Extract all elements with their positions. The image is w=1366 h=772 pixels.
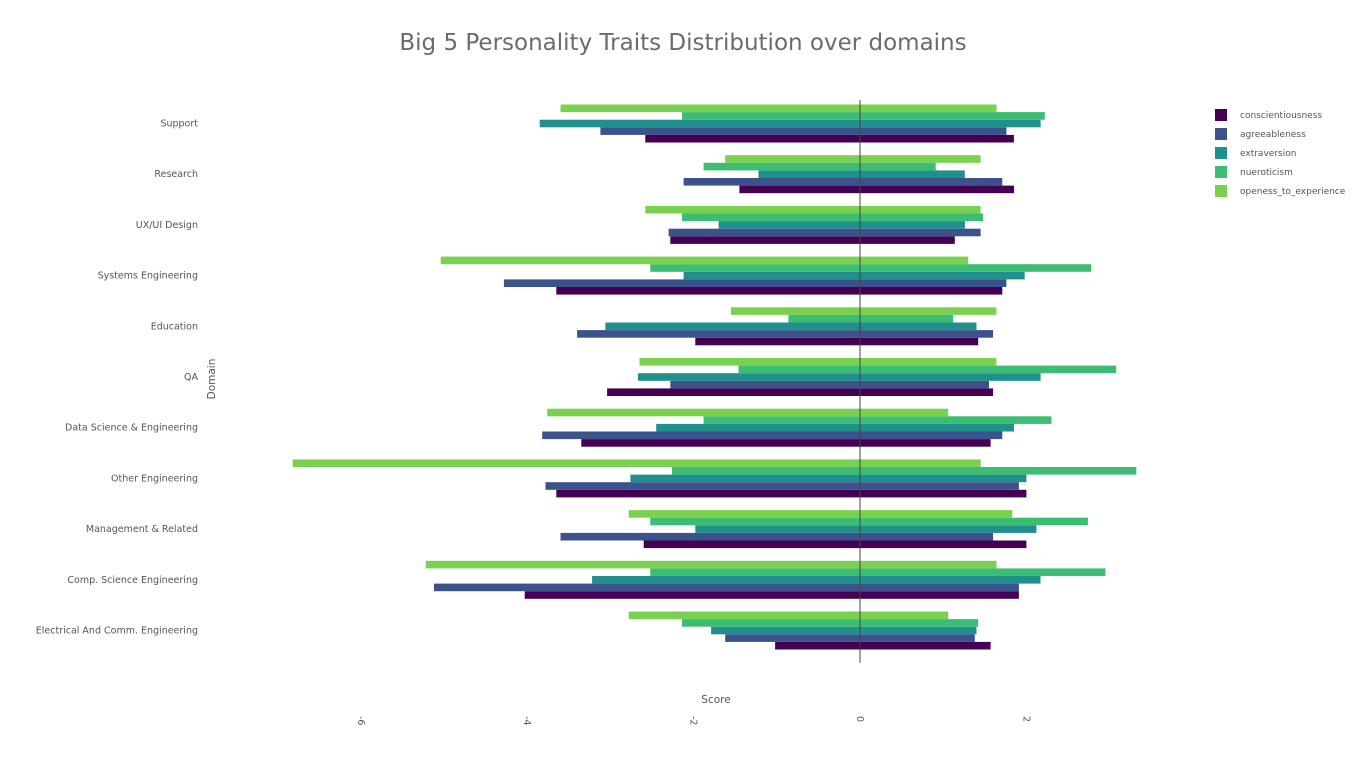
x-tick-label: 0 — [854, 716, 865, 722]
bar-nueroticism-9 — [650, 568, 1106, 576]
bar-conscientiousness-8 — [643, 540, 1027, 549]
bar-openess_to_experience-5 — [639, 358, 997, 366]
y-tick-label: Electrical And Comm. Engineering — [36, 626, 198, 637]
bar-nueroticism-7 — [672, 467, 1137, 475]
legend-label-nueroticism: nueroticism — [1240, 168, 1293, 178]
bar-extraversion-10 — [711, 626, 977, 635]
bar-conscientiousness-4 — [695, 337, 979, 346]
bar-nueroticism-5 — [738, 365, 1117, 374]
legend-swatch-nueroticism — [1215, 166, 1227, 178]
bar-conscientiousness-2 — [670, 236, 955, 244]
x-tick-label: 2 — [1020, 716, 1031, 722]
bar-conscientiousness-7 — [556, 489, 1027, 498]
chart-title: Big 5 Personality Traits Distribution ov… — [399, 30, 966, 56]
bar-extraversion-7 — [630, 474, 1027, 483]
bar-extraversion-6 — [656, 423, 1014, 432]
bar-agreeableness-10 — [725, 634, 975, 642]
y-tick-label: Support — [160, 119, 198, 130]
bar-conscientiousness-0 — [645, 134, 1014, 143]
y-tick-label: Systems Engineering — [98, 271, 198, 282]
x-tick-label: -4 — [521, 716, 532, 725]
bar-extraversion-5 — [637, 373, 1041, 381]
bar-agreeableness-2 — [668, 228, 981, 237]
bar-nueroticism-4 — [788, 314, 954, 323]
bar-agreeableness-7 — [545, 482, 1019, 490]
y-tick-label: Research — [154, 169, 198, 180]
legend-swatch-openess_to_experience — [1215, 185, 1227, 197]
y-tick-label: QA — [184, 372, 198, 383]
bar-openess_to_experience-2 — [645, 205, 981, 214]
legend-label-conscientiousness: conscientiousness — [1240, 111, 1322, 121]
bar-openess_to_experience-0 — [560, 104, 997, 113]
bar-openess_to_experience-4 — [731, 307, 997, 315]
bar-extraversion-8 — [695, 525, 1037, 533]
bar-openess_to_experience-9 — [425, 560, 997, 569]
bar-openess_to_experience-10 — [628, 611, 949, 620]
legend-label-openess_to_experience: openess_to_experience — [1240, 187, 1346, 197]
y-tick-label: Comp. Science Engineering — [67, 575, 198, 586]
bar-agreeableness-4 — [577, 330, 994, 338]
bar-openess_to_experience-7 — [292, 459, 981, 467]
bar-agreeableness-9 — [434, 583, 1019, 592]
bar-conscientiousness-10 — [775, 641, 991, 650]
y-axis-label: Domain — [206, 359, 218, 400]
bar-nueroticism-0 — [682, 112, 1045, 120]
bar-conscientiousness-5 — [607, 388, 994, 396]
bar-openess_to_experience-1 — [725, 155, 981, 163]
bar-extraversion-9 — [592, 576, 1041, 584]
bar-extraversion-1 — [758, 170, 965, 178]
bars-layer — [292, 104, 1137, 650]
bar-conscientiousness-9 — [524, 591, 1019, 599]
bar-extraversion-4 — [605, 322, 977, 331]
y-axis-ticks: Support Research UX/UI Design Systems Engin… — [36, 119, 199, 637]
x-axis-label: Score — [701, 694, 730, 706]
bar-conscientiousness-1 — [739, 185, 1014, 194]
bar-openess_to_experience-8 — [628, 510, 1013, 518]
bar-nueroticism-6 — [703, 416, 1052, 424]
legend-swatch-agreeableness — [1215, 128, 1227, 140]
bar-nueroticism-2 — [682, 213, 984, 222]
bar-agreeableness-0 — [600, 127, 1007, 135]
bar-openess_to_experience-6 — [547, 408, 949, 417]
x-tick-label: -2 — [688, 716, 699, 725]
y-tick-label: UX/UI Design — [136, 220, 198, 231]
legend-swatch-conscientiousness — [1215, 109, 1227, 121]
y-tick-label: Other Engineering — [111, 473, 198, 484]
bar-nueroticism-1 — [703, 162, 936, 171]
legend-swatch-extraversion — [1215, 147, 1227, 159]
bar-conscientiousness-3 — [556, 287, 1003, 295]
legend: conscientiousness agreeableness extraversi… — [1215, 109, 1346, 197]
bar-agreeableness-1 — [683, 178, 1003, 186]
x-tick-label: -6 — [355, 716, 366, 725]
bar-extraversion-3 — [683, 271, 1025, 280]
bar-agreeableness-6 — [542, 431, 1003, 440]
bar-nueroticism-8 — [650, 517, 1088, 526]
y-tick-label: Education — [151, 321, 198, 332]
bar-nueroticism-3 — [650, 264, 1092, 272]
y-tick-label: Management & Related — [86, 524, 198, 535]
bar-extraversion-0 — [539, 119, 1041, 128]
bar-extraversion-2 — [718, 221, 965, 229]
bar-conscientiousness-6 — [581, 439, 991, 447]
legend-label-agreeableness: agreeableness — [1240, 130, 1306, 140]
bar-agreeableness-5 — [670, 380, 989, 389]
y-tick-label: Data Science & Engineering — [65, 423, 198, 434]
bar-agreeableness-8 — [560, 532, 994, 541]
bar-nueroticism-10 — [682, 619, 979, 627]
legend-label-extraversion: extraversion — [1240, 149, 1296, 159]
bar-agreeableness-3 — [503, 279, 1007, 287]
x-axis-ticks: -6 -4 -2 0 2 — [355, 716, 1032, 725]
bar-openess_to_experience-3 — [440, 256, 969, 265]
